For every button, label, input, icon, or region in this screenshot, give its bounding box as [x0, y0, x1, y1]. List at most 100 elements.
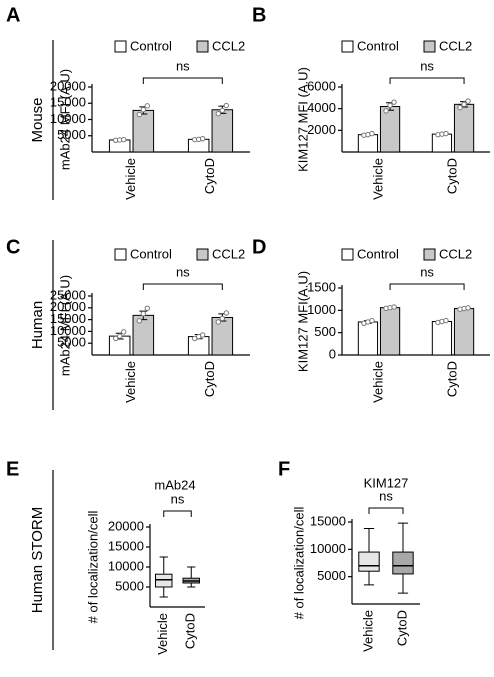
bar: [431, 321, 453, 356]
y-tick-label: 10000: [50, 323, 86, 338]
y-tick-label: 5000: [317, 568, 346, 583]
significance-bracket: [389, 77, 465, 84]
data-point: [369, 317, 375, 324]
x-tick-label: CytoD: [444, 158, 459, 194]
x-tick-label: Vehicle: [155, 613, 170, 655]
bar: [132, 109, 155, 153]
x-tick-label: CytoD: [444, 361, 459, 397]
significance-label: ns: [379, 488, 393, 503]
legend-label: Control: [357, 246, 399, 261]
whisker: [187, 566, 196, 588]
x-tick-label: CytoD: [183, 613, 198, 649]
y-tick-label: 20000: [50, 78, 86, 93]
box: [358, 551, 380, 572]
y-tick-label: 500: [314, 324, 336, 339]
legend-label: Control: [130, 246, 172, 261]
chart-title: KIM127: [364, 475, 409, 490]
data-point: [136, 111, 143, 118]
y-tick-label: 6000: [307, 78, 336, 93]
panel-letter: E: [6, 458, 19, 480]
data-point: [199, 332, 206, 338]
significance-bracket: [142, 283, 223, 290]
significance-bracket: [368, 507, 404, 514]
legend-swatch: [196, 40, 209, 53]
bar: [357, 321, 379, 356]
x-tick-label: Vehicle: [123, 361, 138, 403]
y-tick-label: 15000: [310, 513, 346, 528]
y-tick-label: 0: [329, 346, 336, 361]
y-axis-label: mAb24 MFI (A.U): [57, 275, 72, 376]
y-tick-label: 15000: [50, 95, 86, 110]
bar: [453, 308, 475, 356]
data-point: [140, 107, 147, 113]
data-point: [219, 315, 226, 322]
legend-label: Control: [130, 38, 172, 53]
significance-bracket: [142, 77, 223, 84]
row-label: Human STORM: [29, 507, 46, 613]
panel-letter: C: [6, 236, 20, 258]
legend-swatch: [341, 248, 354, 261]
data-point: [369, 130, 375, 137]
legend-swatch: [341, 40, 354, 53]
x-tick-label: CytoD: [394, 610, 409, 646]
bar: [379, 307, 401, 356]
y-tick-label: 5000: [115, 578, 144, 593]
chart-title: mAb24: [154, 477, 195, 492]
legend-swatch: [114, 248, 127, 261]
row-label: Human: [29, 301, 46, 349]
data-point: [465, 305, 471, 311]
data-point: [112, 335, 119, 342]
data-point: [120, 136, 127, 143]
y-tick-label: 15000: [108, 538, 144, 553]
significance-label: ns: [420, 264, 434, 279]
y-tick-label: 10000: [108, 558, 144, 573]
data-point: [391, 99, 397, 105]
y-axis-label: # of localization/cell: [85, 511, 100, 624]
x-tick-label: Vehicle: [360, 610, 375, 652]
y-tick-label: 4000: [307, 100, 336, 115]
x-tick-label: CytoD: [202, 361, 217, 397]
y-tick-label: 25000: [50, 287, 86, 302]
y-axis-label: KIM127 MFI (A.U): [295, 67, 310, 172]
significance-label: ns: [176, 264, 190, 279]
significance-label: ns: [171, 491, 185, 506]
y-tick-label: 1000: [307, 302, 336, 317]
data-point: [443, 317, 449, 324]
data-point: [219, 107, 226, 114]
legend-label: CCL2: [212, 38, 245, 53]
legend-label: CCL2: [439, 38, 472, 53]
legend-swatch: [196, 248, 209, 261]
row-label: Mouse: [29, 97, 46, 142]
data-point: [391, 304, 397, 310]
legend-label: CCL2: [439, 246, 472, 261]
y-tick-label: 20000: [50, 299, 86, 314]
y-tick-label: 5000: [57, 127, 86, 142]
y-tick-label: 1500: [307, 279, 336, 294]
y-tick-label: 10000: [310, 541, 346, 556]
x-tick-label: Vehicle: [370, 361, 385, 403]
panel-letter: B: [252, 4, 266, 26]
data-point: [443, 130, 449, 137]
panel-letter: A: [6, 4, 20, 26]
y-tick-label: 2000: [307, 122, 336, 137]
legend-label: Control: [357, 38, 399, 53]
y-axis-label: mAb24 MFI (A.U): [57, 69, 72, 170]
legend-swatch: [423, 40, 436, 53]
y-tick-label: 15000: [50, 311, 86, 326]
data-point: [457, 104, 463, 111]
data-point: [387, 102, 393, 109]
data-point: [223, 310, 230, 316]
data-point: [223, 102, 230, 109]
data-point: [461, 101, 467, 108]
panel-letter: D: [252, 236, 266, 258]
y-tick-label: 20000: [108, 518, 144, 533]
x-tick-label: Vehicle: [123, 158, 138, 200]
bar: [211, 316, 234, 356]
y-axis-label: # of localization/cell: [291, 507, 306, 620]
panel-letter: F: [278, 458, 290, 480]
x-tick-label: CytoD: [202, 158, 217, 194]
data-point: [140, 311, 147, 317]
bar: [453, 103, 475, 153]
legend-swatch: [114, 40, 127, 53]
